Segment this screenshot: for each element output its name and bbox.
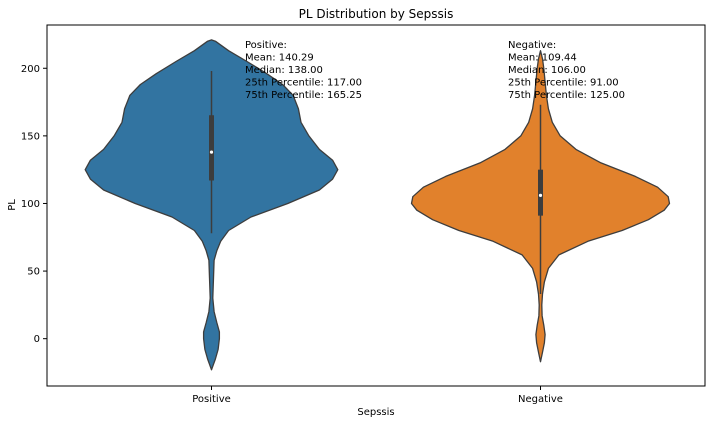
annotation-line: 75th Percentile: 125.00 [508, 90, 625, 101]
chart-title: PL Distribution by Sepssis [299, 7, 454, 21]
annotation-line: Mean: 140.29 [245, 53, 314, 64]
x-tick-label: Positive [192, 394, 231, 405]
x-tick-label: Negative [518, 394, 563, 405]
annotation-line: Negative: [508, 40, 556, 51]
plot-frame [46, 24, 706, 387]
annotation-line: 25th Percentile: 117.00 [245, 78, 362, 89]
y-axis-label: PL [7, 199, 18, 211]
axes: 0 50 100 150 200 Positive Negative [21, 64, 563, 405]
annotation-line: Positive: [245, 40, 287, 51]
y-tick-label: 150 [21, 131, 40, 142]
iqr-box-negative [538, 169, 543, 216]
median-marker-positive [209, 150, 214, 154]
y-tick-label: 0 [34, 334, 40, 345]
annotation-line: 75th Percentile: 165.25 [245, 90, 362, 101]
y-tick-label: 100 [21, 199, 40, 210]
plot-area [84, 39, 671, 371]
iqr-box-positive [209, 115, 214, 181]
y-tick-label: 200 [21, 64, 40, 75]
x-axis-label: Sepssis [357, 407, 394, 418]
annotation-line: Median: 106.00 [508, 65, 586, 76]
annotation-line: Median: 138.00 [245, 65, 323, 76]
y-tick-label: 50 [27, 267, 40, 278]
annotation-line: 25th Percentile: 91.00 [508, 78, 619, 89]
annotation-line: Mean: 109.44 [508, 53, 577, 64]
median-marker-negative [538, 193, 543, 197]
